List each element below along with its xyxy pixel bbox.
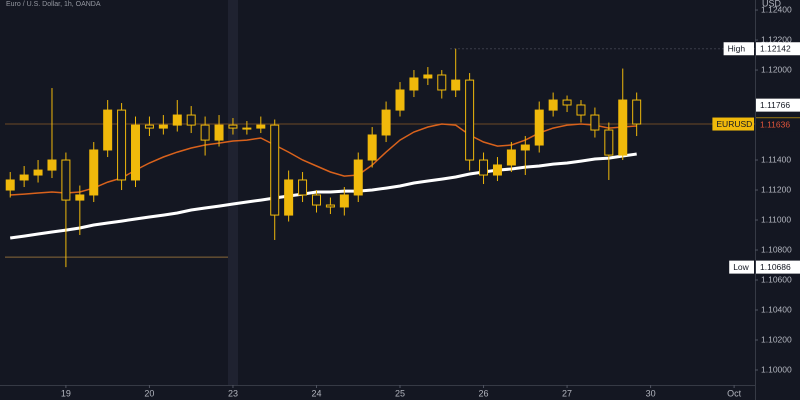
- candle-body: [144, 124, 154, 129]
- x-tick-label: 25: [395, 388, 405, 398]
- candle-body: [576, 104, 586, 116]
- candle-body: [506, 149, 516, 166]
- candle-body: [5, 179, 15, 191]
- candle-body: [618, 99, 628, 156]
- session-band: [228, 0, 238, 385]
- price-tag: [756, 118, 800, 132]
- candle-body: [479, 159, 489, 176]
- x-tick-label: 27: [562, 388, 572, 398]
- candle-body: [437, 74, 447, 91]
- y-tick-label: 1.10600: [761, 274, 792, 284]
- x-tick-label: 24: [311, 388, 321, 398]
- moving-average: [10, 123, 637, 196]
- price-tag: [756, 260, 800, 274]
- candle-body: [339, 194, 349, 208]
- price-tag: [756, 42, 800, 56]
- candle-body: [33, 169, 43, 176]
- candle-body: [590, 114, 600, 131]
- candle-body: [325, 204, 335, 208]
- candle-body: [103, 109, 113, 151]
- candle-body: [75, 194, 85, 201]
- candle-body: [409, 77, 419, 91]
- x-tick-label: 23: [228, 388, 238, 398]
- x-tick-label: 30: [646, 388, 656, 398]
- candle-body: [172, 114, 182, 126]
- price-tag-name: High: [728, 43, 746, 53]
- price-tag: [756, 98, 800, 112]
- candle-body: [186, 114, 196, 126]
- candle-body: [89, 149, 99, 196]
- y-tick-label: 1.10000: [761, 364, 792, 374]
- candle-body: [47, 159, 57, 171]
- y-tick-label: 1.10800: [761, 244, 792, 254]
- candle-body: [284, 179, 294, 216]
- candle-body: [367, 134, 377, 161]
- candle-body: [423, 74, 433, 79]
- candle-body: [228, 124, 238, 129]
- price-tag-name: EURUSD: [716, 119, 752, 129]
- candle-body: [242, 127, 252, 130]
- price-tag-name: Low: [733, 262, 749, 272]
- y-tick-label: 1.11400: [761, 154, 791, 164]
- price-tag-name-box: [729, 260, 754, 274]
- candle-body: [298, 179, 308, 196]
- candle-body: [214, 124, 224, 141]
- x-tick-label: 26: [479, 388, 489, 398]
- y-tick-label: 1.11000: [761, 214, 791, 224]
- candle-body: [353, 159, 363, 196]
- candle-body: [311, 194, 321, 206]
- candle-body: [395, 89, 405, 111]
- candle-body: [117, 109, 127, 181]
- price-tag-name-box: [712, 117, 754, 131]
- candle-body: [632, 99, 642, 125]
- y-tick-label: 1.11200: [761, 184, 791, 194]
- candle-body: [534, 109, 544, 146]
- candle-body: [131, 124, 141, 181]
- candle-body: [381, 109, 391, 136]
- candle-body: [520, 144, 530, 151]
- price-tag-name-box: [723, 42, 754, 56]
- candle-body: [604, 129, 614, 156]
- candle-body: [492, 164, 502, 176]
- candle-body: [256, 124, 266, 129]
- chart-title: Euro / U.S. Dollar, 1h, OANDA: [6, 1, 101, 8]
- y-tick-label: 1.12200: [761, 34, 792, 44]
- candle-body: [61, 159, 71, 201]
- candle-body: [200, 124, 210, 141]
- candle-body: [548, 99, 558, 111]
- candle-body: [270, 124, 280, 216]
- x-tick-label: 19: [61, 388, 71, 398]
- candle-body: [19, 174, 29, 181]
- y-tick-label: 1.12000: [761, 64, 792, 74]
- candle-body: [562, 99, 572, 106]
- y-tick-label: 1.12400: [761, 4, 792, 14]
- price-tag-label: 1.10686: [760, 262, 791, 272]
- price-tag-label: 1.11766: [760, 100, 790, 110]
- y-tick-label: 1.10200: [761, 334, 792, 344]
- candle-body: [465, 79, 475, 161]
- price-tag-label: 1.12142: [760, 43, 791, 53]
- x-tick-label: 20: [144, 388, 154, 398]
- candle-body: [451, 79, 461, 91]
- currency-label: USD: [762, 0, 782, 8]
- price-tag-label: 1.11636: [760, 119, 790, 129]
- moving-average: [9, 152, 637, 240]
- x-tick-label: Oct: [727, 388, 742, 398]
- y-tick-label: 1.10400: [761, 304, 792, 314]
- candle-body: [158, 124, 168, 129]
